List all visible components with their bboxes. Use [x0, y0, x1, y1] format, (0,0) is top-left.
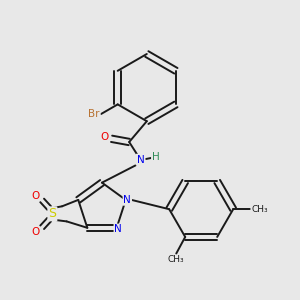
Text: N: N: [136, 154, 144, 165]
Text: CH₃: CH₃: [168, 256, 184, 265]
Text: O: O: [31, 190, 39, 201]
Text: H: H: [152, 152, 160, 162]
Text: CH₃: CH₃: [251, 205, 268, 214]
Text: O: O: [31, 227, 39, 237]
Text: N: N: [124, 195, 131, 205]
Text: S: S: [48, 207, 56, 220]
Text: Br: Br: [88, 109, 100, 119]
Text: O: O: [100, 132, 109, 142]
Text: N: N: [114, 224, 122, 234]
